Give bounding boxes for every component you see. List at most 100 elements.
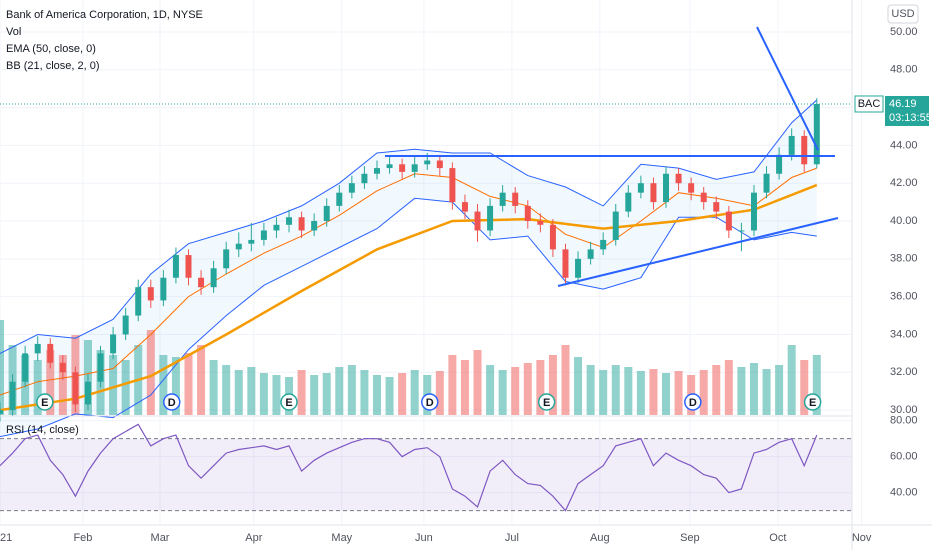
candle-body [97,353,104,382]
volume-bar [787,345,796,415]
y-tick-label: 40.00 [890,215,918,227]
candle-body [47,343,54,363]
candle-body [449,168,456,203]
ema-line [0,183,818,412]
event-label: E [41,397,48,409]
event-marker [162,393,181,411]
candle-body [625,192,632,212]
trend-line[interactable] [557,217,839,287]
rsi-tick-label: 60.00 [890,451,918,463]
volume-bar [259,373,268,415]
volume-bar [209,360,218,415]
volume-bar [460,360,469,415]
candle-body [549,224,556,250]
x-tick-label: May [331,532,352,544]
volume-bar [812,355,821,415]
volume-bar [234,370,243,415]
volume-bar [511,367,520,415]
candle-body [185,255,192,278]
volume-bar [624,367,633,415]
volume-bar [523,363,532,415]
volume-bar [611,365,620,415]
volume-bar [310,375,319,415]
trend-line[interactable] [756,26,819,151]
candle-body [348,183,355,193]
candle-body [750,192,757,231]
rsi-tick-label: 80.00 [890,415,918,427]
candle-body [84,381,91,405]
y-tick-label: 34.00 [890,328,918,340]
volume-bar [498,370,507,415]
event-marker [803,393,822,411]
indicator-label: Vol [6,26,21,38]
volume-bar [385,377,394,415]
volume-bar [372,375,381,415]
volume-bar [272,375,281,415]
event-marker [280,393,298,411]
volume-bar [435,371,444,415]
x-tick-label: Mar [151,532,170,544]
candle-body [59,362,66,373]
volume-bar [599,370,608,415]
candle-body [461,202,468,212]
candle-body [110,334,117,354]
candle-body [675,173,682,184]
candle-body [172,255,179,278]
volume-bar [649,369,658,415]
volume-bar [0,320,4,415]
symbol-label: BAC [858,98,881,110]
volume-bar [586,365,595,415]
volume-bar [184,353,193,415]
x-tick-label: Nov [852,532,872,544]
x-tick-label: Aug [590,532,610,544]
y-tick-label: 48.00 [890,64,918,76]
candle-body [776,154,783,174]
volume-bar [197,345,206,415]
volume-bar [360,370,369,415]
event-label: E [809,397,816,409]
x-tick-label: Oct [769,532,786,544]
event-marker [36,393,54,411]
event-label: D [426,397,434,409]
candle-body [713,202,720,212]
volume-bar [159,355,168,415]
volume-bar [335,367,344,415]
candle-body [298,217,305,231]
currency: USD [891,8,914,20]
volume-bar [410,370,419,415]
candle-body [411,164,418,172]
y-tick-label: 30.00 [890,404,918,416]
volume-bar [574,357,583,415]
indicator-label: BB (21, close, 2, 0) [6,60,100,72]
x-tick-label: Feb [73,532,92,544]
volume-bar [775,365,784,415]
volume-bar [486,365,495,415]
volume-bar [146,330,155,415]
volume-bar [121,360,130,415]
candle-body [650,183,657,203]
candle-body [323,205,330,222]
bb-fill [0,100,817,437]
volume-bar [749,363,758,415]
candle-body [575,258,582,278]
candle-body [663,173,670,203]
currency-button[interactable] [887,4,919,24]
candle-body [160,277,167,301]
candle-body [499,192,506,206]
candle-body [248,239,255,244]
candle-body [198,277,205,288]
x-tick-label: Jul [505,532,519,544]
candle-body [9,381,16,411]
volume-bar [247,367,256,415]
candle-body [424,160,431,165]
event-label: D [689,397,697,409]
volume-bar [724,360,733,415]
volume-bar [297,370,306,415]
candle-body [813,103,820,165]
indicator-label: EMA (50, close, 0) [6,43,96,55]
volume-bar [800,360,809,415]
volume-bar [448,355,457,415]
candle-body [72,372,79,405]
